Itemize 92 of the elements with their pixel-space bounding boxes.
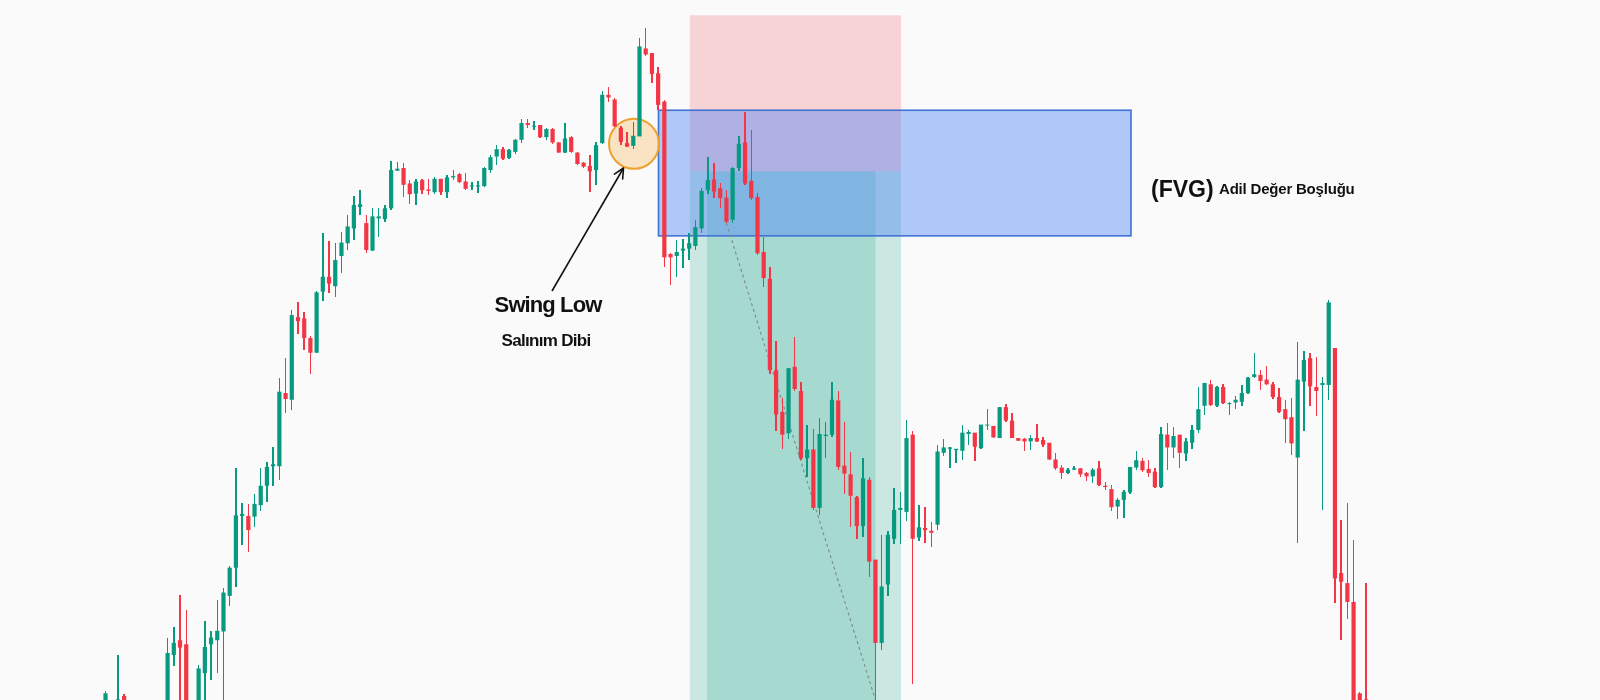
- candlestick: [1171, 426, 1176, 459]
- candlestick: [1202, 382, 1207, 416]
- candlestick: [308, 335, 313, 375]
- candlestick: [1208, 378, 1213, 408]
- candlestick: [1183, 437, 1189, 462]
- annotation: Salınım Dibi: [501, 331, 591, 350]
- candlestick: [718, 182, 723, 210]
- candlestick: [693, 219, 698, 251]
- candlestick: [357, 189, 363, 216]
- candlestick: [649, 52, 655, 85]
- candlestick: [482, 165, 487, 188]
- candlestick: [848, 451, 853, 528]
- candlestick: [929, 521, 934, 548]
- candlestick: [792, 336, 797, 392]
- candlestick: [1009, 412, 1015, 439]
- candlestick: [1252, 352, 1257, 379]
- candlestick: [1320, 376, 1325, 511]
- candlestick: [1221, 383, 1226, 405]
- candlestick: [1345, 502, 1350, 621]
- candlestick: [1152, 466, 1157, 490]
- candlestick: [177, 594, 183, 700]
- candlestick: [271, 446, 276, 487]
- candlestick: [171, 626, 176, 667]
- candlestick: [258, 466, 263, 512]
- candlestick: [842, 421, 847, 496]
- candlestick: [687, 232, 692, 261]
- candlestick: [339, 231, 344, 275]
- candlestick: [475, 180, 481, 194]
- candlestick: [1363, 582, 1369, 700]
- annotation: Swing Low: [494, 292, 604, 317]
- candlestick: [246, 503, 251, 553]
- candlestick: [295, 301, 301, 335]
- candlestick: [711, 161, 717, 199]
- candlestick: [624, 131, 630, 148]
- candlestick: [1314, 356, 1319, 417]
- candlestick: [407, 179, 412, 205]
- candlestick: [960, 424, 965, 461]
- candlestick: [923, 505, 928, 545]
- candlestick: [674, 239, 679, 278]
- candlestick: [283, 357, 288, 414]
- candlestick: [494, 144, 499, 166]
- candlestick: [643, 27, 648, 57]
- candlestick: [978, 423, 984, 450]
- candlestick: [972, 431, 977, 462]
- candlestick: [1258, 369, 1263, 391]
- candlestick: [705, 155, 710, 195]
- candlestick: [680, 237, 686, 269]
- candlestick: [1134, 450, 1139, 471]
- candlestick: [749, 129, 754, 201]
- candlestick: [351, 195, 356, 241]
- annotation: (FVG): [1151, 176, 1214, 202]
- candlestick: [345, 214, 350, 251]
- candlestick: [631, 120, 636, 150]
- candlestick: [488, 154, 493, 175]
- candlestick: [916, 504, 922, 543]
- candlestick: [302, 311, 307, 351]
- candlestick: [252, 493, 257, 528]
- candlestick: [1115, 497, 1120, 521]
- candlestick: [1177, 433, 1182, 469]
- candlestick: [469, 181, 474, 191]
- candlestick: [947, 446, 953, 469]
- candlestick: [780, 397, 785, 451]
- candlestick: [320, 232, 325, 302]
- candlestick: [376, 207, 381, 238]
- candlestick: [805, 424, 810, 478]
- candlestick: [240, 501, 245, 546]
- candlestick: [668, 252, 673, 286]
- candlestick: [215, 599, 220, 674]
- candlestick: [401, 162, 406, 198]
- candlestick: [1190, 424, 1195, 451]
- candlestick: [1276, 387, 1282, 414]
- candlestick: [562, 122, 568, 154]
- candlestick: [1283, 399, 1288, 444]
- candlestick: [1196, 386, 1201, 435]
- candlestick: [618, 125, 623, 146]
- candlestick: [326, 240, 332, 294]
- candlestick: [1301, 350, 1307, 432]
- candlestick: [519, 118, 524, 144]
- candlestick: [1121, 489, 1126, 519]
- candlestick: [1239, 384, 1244, 408]
- candlestick: [115, 654, 121, 700]
- candlestick: [413, 178, 419, 206]
- candlestick: [1109, 484, 1114, 512]
- candlestick: [264, 460, 270, 503]
- candlestick: [1339, 519, 1344, 641]
- candlestick: [444, 174, 450, 199]
- candlestick: [898, 491, 903, 545]
- candlestick: [1214, 385, 1220, 408]
- candlestick: [985, 408, 990, 431]
- candlestick: [531, 120, 537, 132]
- annotation: Adil Değer Boşluğu: [1219, 180, 1355, 197]
- candlestick: [1096, 460, 1102, 487]
